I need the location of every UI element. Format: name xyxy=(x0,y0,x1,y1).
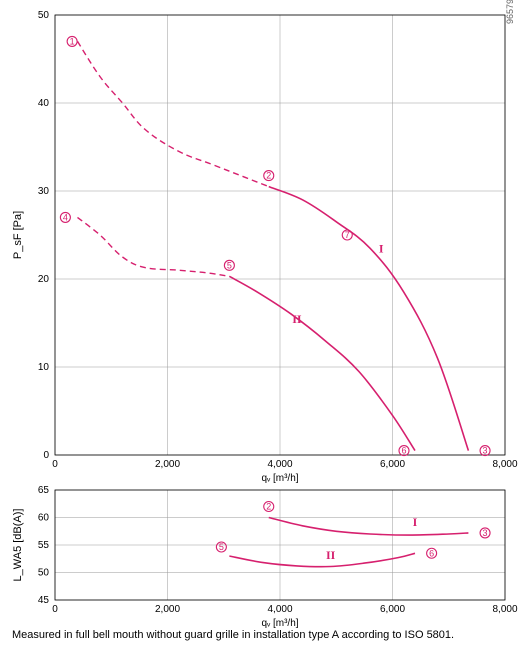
x-tick-label: 8,000 xyxy=(492,459,517,470)
x-tick-label: 2,000 xyxy=(155,459,180,470)
point-marker-label: 3 xyxy=(483,446,488,456)
point-marker-label: 5 xyxy=(227,260,232,270)
point-marker-label: 6 xyxy=(401,446,406,456)
y-tick-label: 50 xyxy=(38,568,50,579)
point-marker-label: 7 xyxy=(345,230,350,240)
figure-id: 96579 xyxy=(505,0,515,24)
x-tick-label: 4,000 xyxy=(267,459,292,470)
figure-caption: Measured in full bell mouth without guar… xyxy=(12,629,454,641)
point-marker-label: 2 xyxy=(266,171,271,181)
y-tick-label: 65 xyxy=(38,485,50,496)
figure-svg: 02,0004,0006,0008,00001020304050III12345… xyxy=(0,0,525,648)
series-II-dashed xyxy=(78,217,230,276)
point-marker-label: 4 xyxy=(63,212,68,222)
y-tick-label: 0 xyxy=(43,450,49,461)
y-tick-label: 30 xyxy=(38,186,50,197)
point-marker-label: 6 xyxy=(429,548,434,558)
y-tick-label: 20 xyxy=(38,274,50,285)
y-tick-label: 45 xyxy=(38,595,50,606)
x-tick-label: 8,000 xyxy=(492,604,517,615)
series-label: I xyxy=(379,242,384,256)
y-tick-label: 60 xyxy=(38,513,50,524)
y-tick-label: 40 xyxy=(38,98,50,109)
series-label: II xyxy=(292,312,302,326)
point-marker-label: 1 xyxy=(70,36,75,46)
x-tick-label: 2,000 xyxy=(155,604,180,615)
y-tick-label: 55 xyxy=(38,540,50,551)
series-II-solid xyxy=(229,276,415,450)
x-tick-label: 6,000 xyxy=(380,459,405,470)
x-tick-label: 6,000 xyxy=(380,604,405,615)
y-tick-label: 50 xyxy=(38,10,50,21)
y-axis-label: P_sF [Pa] xyxy=(12,211,24,259)
point-marker-label: 5 xyxy=(219,542,224,552)
x-tick-label: 4,000 xyxy=(267,604,292,615)
series-I-dashed xyxy=(78,41,269,186)
x-axis-label: qᵥ [m³/h] xyxy=(261,473,298,484)
x-axis-label: qᵥ [m³/h] xyxy=(261,618,298,629)
series-I-solid xyxy=(269,518,469,536)
series-II-solid xyxy=(229,553,415,566)
y-tick-label: 10 xyxy=(38,362,50,373)
x-tick-label: 0 xyxy=(52,459,58,470)
point-marker-label: 2 xyxy=(266,502,271,512)
series-label: I xyxy=(413,515,418,529)
x-tick-label: 0 xyxy=(52,604,58,615)
y-axis-label: L_WA5 [dB(A)] xyxy=(12,509,24,582)
point-marker-label: 3 xyxy=(483,528,488,538)
series-label: II xyxy=(326,548,336,562)
